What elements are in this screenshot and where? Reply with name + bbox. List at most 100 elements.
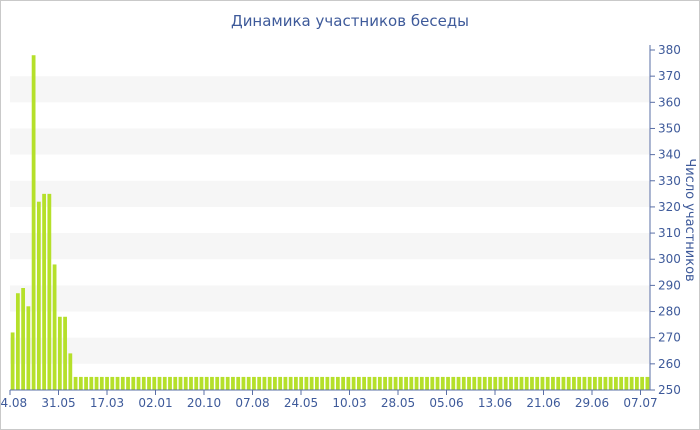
bar (498, 376, 503, 390)
bar (173, 376, 178, 390)
bar (136, 376, 141, 390)
bar (84, 376, 88, 390)
bar (168, 376, 172, 390)
x-tick-label: 21.06 (526, 396, 560, 410)
bar (141, 376, 146, 390)
bar (304, 376, 309, 390)
bar (482, 376, 487, 390)
bar (566, 376, 571, 390)
bar (577, 376, 582, 390)
grid-band (10, 285, 650, 312)
bar (587, 376, 592, 390)
bar (63, 316, 67, 390)
bar (488, 376, 492, 390)
bar (220, 376, 225, 390)
bar (73, 376, 78, 390)
bar (120, 376, 125, 390)
bar (446, 376, 450, 390)
y-tick-label: 340 (658, 148, 681, 162)
bar (262, 376, 267, 390)
bar (147, 376, 151, 390)
bar (377, 376, 382, 390)
bar (42, 193, 46, 390)
grid-band (10, 76, 650, 103)
bar (561, 376, 566, 390)
bar (556, 376, 561, 390)
bar (210, 376, 214, 390)
bar (440, 376, 445, 390)
y-tick-label: 380 (658, 43, 681, 57)
bar (551, 376, 555, 390)
bar (78, 376, 83, 390)
y-tick-label: 270 (658, 331, 681, 345)
bar (524, 376, 529, 390)
bar (425, 376, 429, 390)
y-tick-label: 280 (658, 305, 681, 319)
x-tick-label: 02.01 (138, 396, 172, 410)
bar (299, 376, 304, 390)
bar (388, 376, 393, 390)
x-tick-label: 05.06 (429, 396, 463, 410)
bar (10, 332, 15, 390)
x-tick-label: 14.08 (0, 396, 27, 410)
bar (115, 376, 120, 390)
bar (414, 376, 419, 390)
bar (273, 376, 277, 390)
bars (10, 55, 650, 390)
bar (398, 376, 403, 390)
bar (503, 376, 508, 390)
bar (99, 376, 104, 390)
bar (608, 376, 613, 390)
bar (493, 376, 498, 390)
bar (105, 376, 109, 390)
bar (52, 264, 57, 390)
bar (582, 376, 587, 390)
bar (315, 376, 319, 390)
bar (309, 376, 314, 390)
bar (47, 193, 52, 390)
bar (362, 376, 366, 390)
y-tick-label: 260 (658, 357, 681, 371)
bar (593, 376, 597, 390)
bar (603, 376, 608, 390)
bar (372, 376, 377, 390)
bar (183, 376, 188, 390)
x-tick-label: 28.05 (381, 396, 415, 410)
bar (545, 376, 550, 390)
bar (131, 376, 136, 390)
y-tick-label: 310 (658, 226, 681, 240)
bar (419, 376, 424, 390)
bar (89, 376, 94, 390)
bar (215, 376, 220, 390)
bar (94, 376, 99, 390)
y-tick-label: 350 (658, 121, 681, 135)
bar (257, 376, 262, 390)
bar (629, 376, 634, 390)
bar (467, 376, 471, 390)
bar (320, 376, 325, 390)
bar (509, 376, 513, 390)
bar (640, 376, 645, 390)
bar (15, 293, 20, 390)
x-axis: 14.08 31.05 17.03 02.01 20.10 07.08 24.05 10.03… (0, 389, 658, 410)
bar (404, 376, 408, 390)
grid-band (10, 128, 650, 155)
bar (472, 376, 477, 390)
bar (451, 376, 456, 390)
bar (283, 376, 288, 390)
grid-band (10, 233, 650, 260)
bar (330, 376, 335, 390)
bar (162, 376, 167, 390)
bar (252, 376, 256, 390)
bar (288, 376, 293, 390)
bar (341, 376, 346, 390)
bar (351, 376, 356, 390)
x-tick-label: 17.03 (90, 396, 124, 410)
bar (461, 376, 466, 390)
bar (36, 201, 41, 390)
bar (194, 376, 199, 390)
x-tick-label: 07.07 (623, 396, 657, 410)
grid-band (10, 180, 650, 207)
y-tick-label: 290 (658, 278, 681, 292)
bar (178, 376, 183, 390)
